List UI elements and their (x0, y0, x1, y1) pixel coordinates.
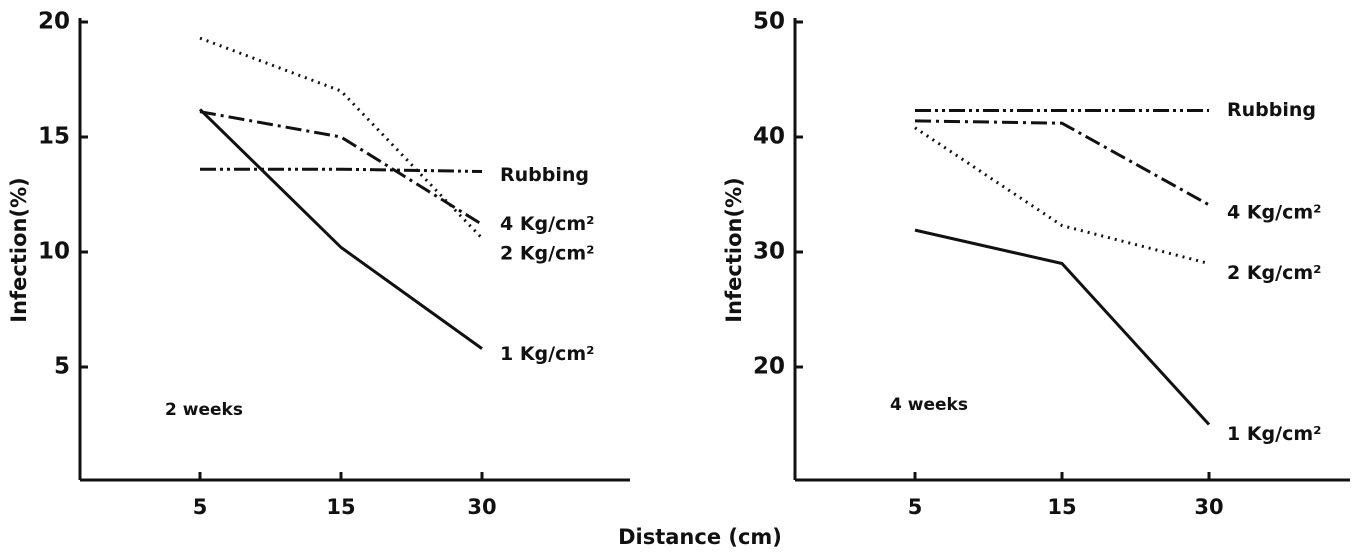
x-tick-label: 15 (1047, 495, 1076, 519)
series-line (199, 36, 484, 240)
series-label: Rubbing (500, 164, 589, 186)
series-label: 2 Kg/cm² (1227, 262, 1321, 284)
series-line (914, 119, 1210, 207)
y-axis-title: Infection(%) (7, 177, 31, 322)
y-tick-label: 15 (38, 124, 70, 150)
y-tick-label: 50 (753, 9, 785, 35)
y-tick-label: 20 (38, 9, 70, 35)
panel-label: 4 weeks (890, 395, 968, 415)
x-tick-label: 30 (467, 495, 496, 519)
panel-label: 2 weeks (165, 400, 243, 420)
y-axis-title: Infection(%) (722, 177, 746, 322)
series-line (914, 126, 1210, 265)
series-label: 4 Kg/cm² (500, 213, 594, 235)
x-tick-label: 5 (908, 495, 923, 519)
series-line (198, 108, 483, 350)
y-tick-label: 5 (54, 354, 70, 380)
x-tick-label: 15 (326, 495, 355, 519)
x-tick-label: 5 (193, 495, 208, 519)
series-label: Rubbing (1227, 99, 1316, 121)
x-axis-title: Distance (cm) (618, 525, 782, 549)
series-line (199, 110, 483, 226)
series-label: 4 Kg/cm² (1227, 201, 1321, 223)
y-tick-label: 20 (753, 354, 785, 380)
series-line (914, 228, 1211, 426)
series-label: 1 Kg/cm² (500, 343, 594, 365)
series-line (200, 167, 483, 173)
series-label: 1 Kg/cm² (1227, 423, 1321, 445)
y-tick-label: 30 (753, 239, 785, 265)
series-label: 2 Kg/cm² (500, 243, 594, 265)
y-tick-label: 10 (38, 239, 70, 265)
y-tick-label: 40 (753, 124, 785, 150)
x-tick-label: 30 (1194, 495, 1223, 519)
